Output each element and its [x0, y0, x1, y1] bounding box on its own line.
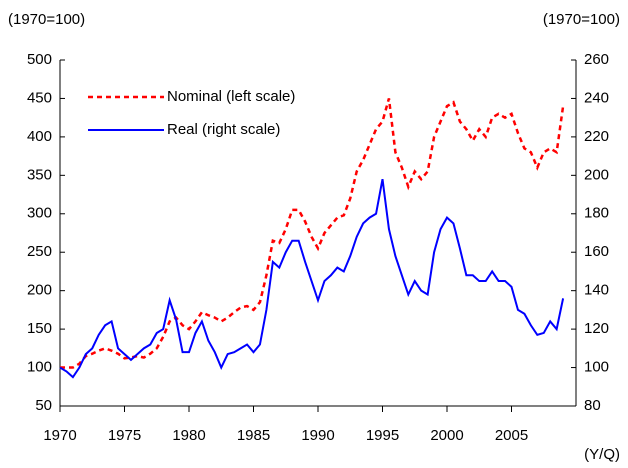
- y-tick-label: 250: [27, 243, 52, 260]
- x-unit-label: (Y/Q): [584, 446, 620, 463]
- y2-tick-label: 100: [584, 359, 609, 376]
- y-tick-label: 100: [27, 359, 52, 376]
- y2-tick-label: 120: [584, 320, 609, 337]
- x-tick-label: 1970: [43, 427, 76, 444]
- series-line: [60, 98, 565, 369]
- y2-tick-label: 240: [584, 89, 609, 106]
- x-tick-label: 2000: [430, 427, 463, 444]
- y2-unit-label: (1970=100): [543, 11, 620, 28]
- x-tick-label: 1985: [237, 427, 270, 444]
- x-tick-label: 1980: [172, 427, 205, 444]
- y2-tick-label: 80: [584, 397, 601, 414]
- x-tick-label: 1990: [301, 427, 334, 444]
- legend-label: Real (right scale): [167, 121, 280, 138]
- series-line: [59, 178, 565, 379]
- y2-tick-label: 260: [584, 51, 609, 68]
- y2-tick-label: 180: [584, 205, 609, 222]
- y2-tick-label: 200: [584, 166, 609, 183]
- x-tick-label: 1975: [108, 427, 141, 444]
- y-tick-label: 450: [27, 89, 52, 106]
- y-tick-label: 150: [27, 320, 52, 337]
- legend-label: Nominal (left scale): [167, 88, 295, 105]
- y2-tick-label: 160: [584, 243, 609, 260]
- y-tick-label: 200: [27, 282, 52, 299]
- y-tick-label: 350: [27, 166, 52, 183]
- x-tick-label: 2005: [495, 427, 528, 444]
- y-unit-label: (1970=100): [8, 11, 85, 28]
- y2-tick-label: 140: [584, 282, 609, 299]
- y-tick-label: 400: [27, 128, 52, 145]
- y-tick-label: 500: [27, 51, 52, 68]
- y-tick-label: 300: [27, 205, 52, 222]
- y2-tick-label: 220: [584, 128, 609, 145]
- x-tick-label: 1995: [366, 427, 399, 444]
- y-tick-label: 50: [35, 397, 52, 414]
